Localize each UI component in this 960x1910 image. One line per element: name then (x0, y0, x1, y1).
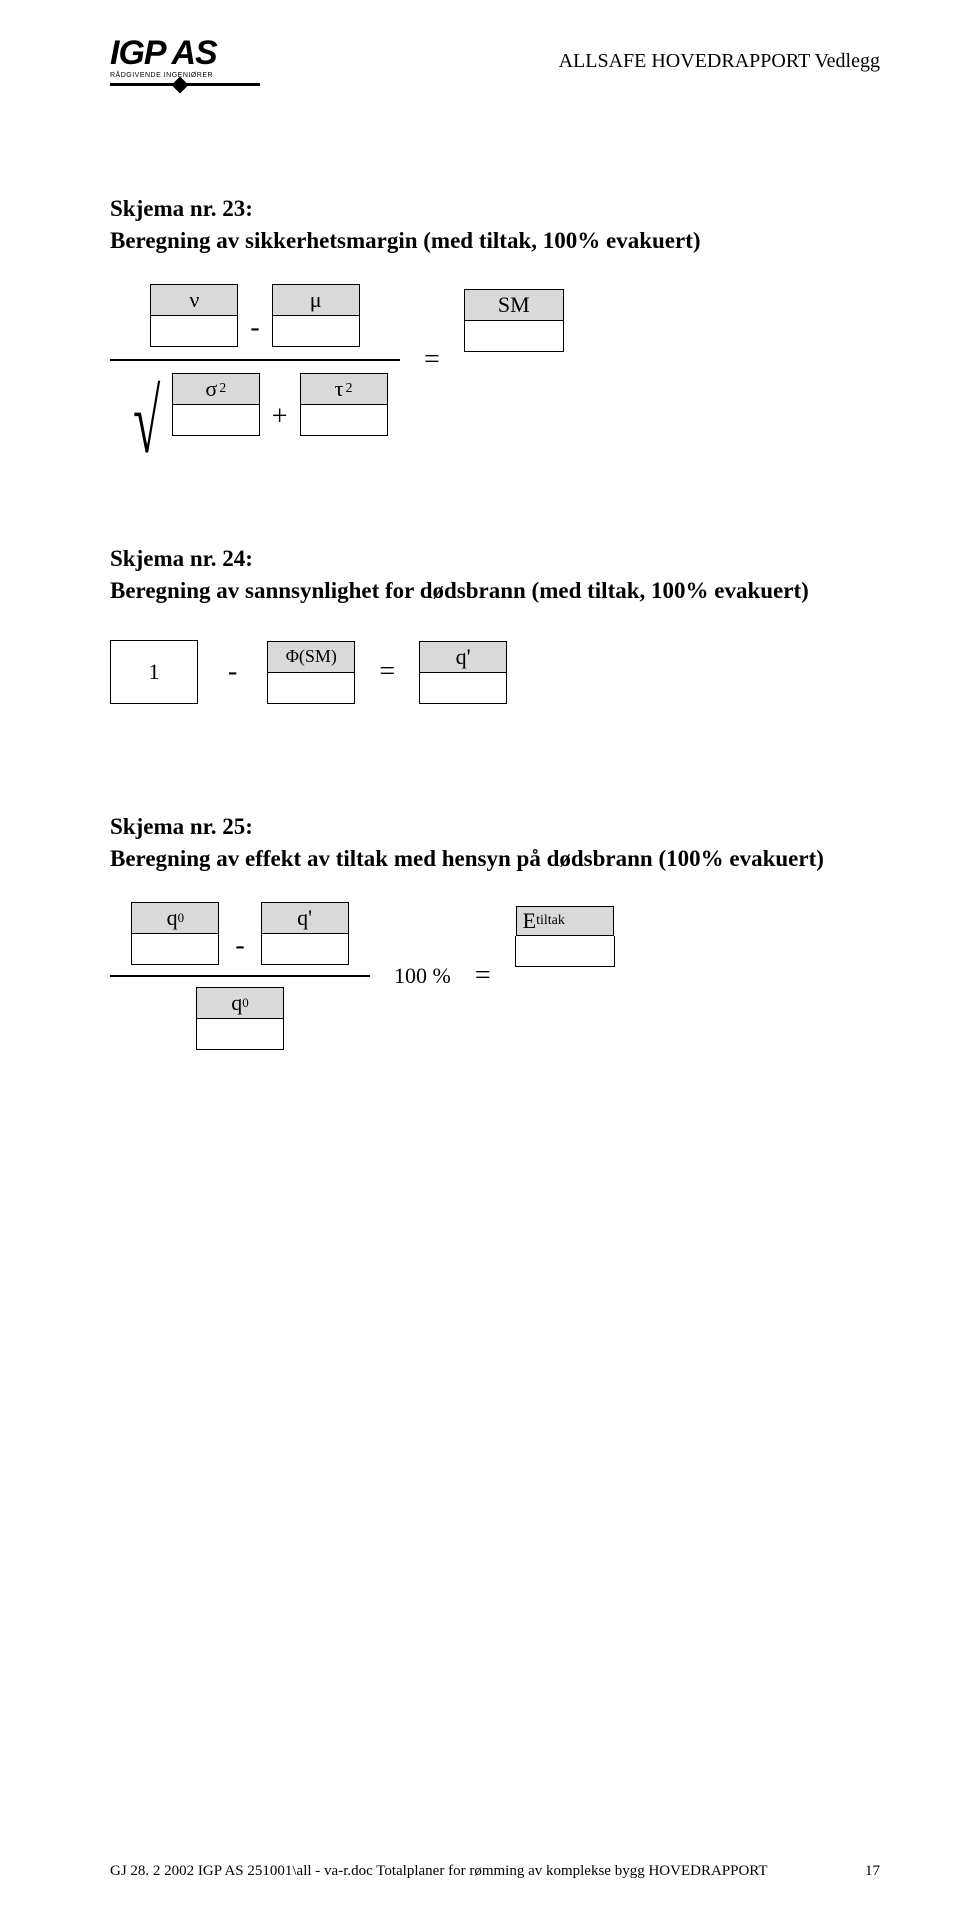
qprime-box: q' (419, 641, 507, 704)
schema24-title: Skjema nr. 24: (110, 546, 880, 572)
sm-label: SM (464, 289, 564, 321)
tau-label: τ2 (300, 373, 388, 405)
qprime-value (419, 673, 507, 704)
mu-value (272, 316, 360, 347)
tau-sym: τ (335, 376, 344, 402)
q0-value-top (131, 934, 219, 965)
eq25: = (475, 960, 491, 992)
qprime25-value (261, 934, 349, 965)
etiltak-value (515, 936, 615, 967)
footer-left: GJ 28. 2 2002 IGP AS 251001\all - va-r.d… (110, 1863, 768, 1880)
nu-box: ν (150, 284, 238, 347)
eq24: = (379, 656, 395, 688)
schema25-desc: Beregning av effekt av tiltak med hensyn… (110, 846, 880, 872)
q0-sym: q (167, 905, 178, 931)
sigma-sym: σ (205, 376, 217, 402)
q0-value-bot (196, 1019, 284, 1050)
q0-sub-bot: 0 (242, 995, 249, 1011)
minus-op: - (244, 312, 265, 344)
q0-label-top: q0 (131, 902, 219, 934)
schema24-desc: Beregning av sannsynlighet for dødsbrann… (110, 578, 880, 604)
eq23: = (424, 344, 440, 376)
tau-sq: 2 (346, 381, 353, 397)
one-box: 1 (110, 640, 198, 704)
minus24: - (222, 656, 243, 688)
qprime25-label: q' (261, 902, 349, 934)
q0-box-bot: q0 (196, 987, 284, 1050)
sigma-box: σ2 (172, 373, 260, 436)
sigma-value (172, 405, 260, 436)
nu-value (150, 316, 238, 347)
schema23-desc: Beregning av sikkerhetsmargin (med tilta… (110, 228, 880, 254)
q0-label-bot: q0 (196, 987, 284, 1019)
frac-bar25 (110, 975, 370, 977)
sm-box: SM (464, 289, 564, 352)
sigma-label: σ2 (172, 373, 260, 405)
tau-box: τ2 (300, 373, 388, 436)
schema25-title: Skjema nr. 25: (110, 814, 880, 840)
schema24-formula: 1 - Φ(SM) = q' (110, 640, 880, 704)
E-sym: E (523, 908, 536, 934)
nu-label: ν (150, 284, 238, 316)
page: IGP AS RÅDGIVENDE INGENIØRER ALLSAFE HOV… (0, 0, 960, 1910)
page-header: IGP AS RÅDGIVENDE INGENIØRER ALLSAFE HOV… (110, 36, 880, 86)
header-right-text: ALLSAFE HOVEDRAPPORT Vedlegg (559, 50, 880, 73)
minus25: - (229, 930, 250, 962)
sm-value (464, 321, 564, 352)
schema25-formula: q0 - q' q0 100 % = (110, 902, 880, 1050)
q0-sym-bot: q (231, 990, 242, 1016)
q0-box-top: q0 (131, 902, 219, 965)
etiltak-label: Etiltak (516, 906, 614, 936)
qprime-label: q' (419, 641, 507, 673)
logo-subtext: RÅDGIVENDE INGENIØRER (110, 72, 213, 79)
phi-box: Φ(SM) (267, 641, 355, 704)
mu-box: μ (272, 284, 360, 347)
sqrt-icon: √ (134, 400, 161, 445)
page-footer: GJ 28. 2 2002 IGP AS 251001\all - va-r.d… (110, 1863, 880, 1880)
phi-value (267, 673, 355, 704)
logo-divider-icon (110, 83, 260, 86)
etiltak-box: Etiltak (515, 906, 615, 967)
schema23-formula: ν - μ √ σ2 (110, 284, 880, 436)
phi-label: Φ(SM) (267, 641, 355, 673)
mu-label: μ (272, 284, 360, 316)
qprime25-box: q' (261, 902, 349, 965)
q0-sub: 0 (178, 910, 185, 926)
frac-bar (110, 359, 400, 361)
plus-op: + (266, 401, 294, 433)
footer-page: 17 (865, 1863, 880, 1880)
sigma-sq: 2 (219, 381, 226, 397)
E-sub: tiltak (536, 913, 565, 929)
schema23-left-frac: ν - μ √ σ2 (110, 284, 400, 436)
logo: IGP AS RÅDGIVENDE INGENIØRER (110, 36, 260, 86)
logo-text: IGP AS (110, 36, 217, 70)
schema23-title: Skjema nr. 23: (110, 196, 880, 222)
tau-value (300, 405, 388, 436)
schema25-left-frac: q0 - q' q0 (110, 902, 370, 1050)
hundred25: 100 % (394, 963, 451, 989)
